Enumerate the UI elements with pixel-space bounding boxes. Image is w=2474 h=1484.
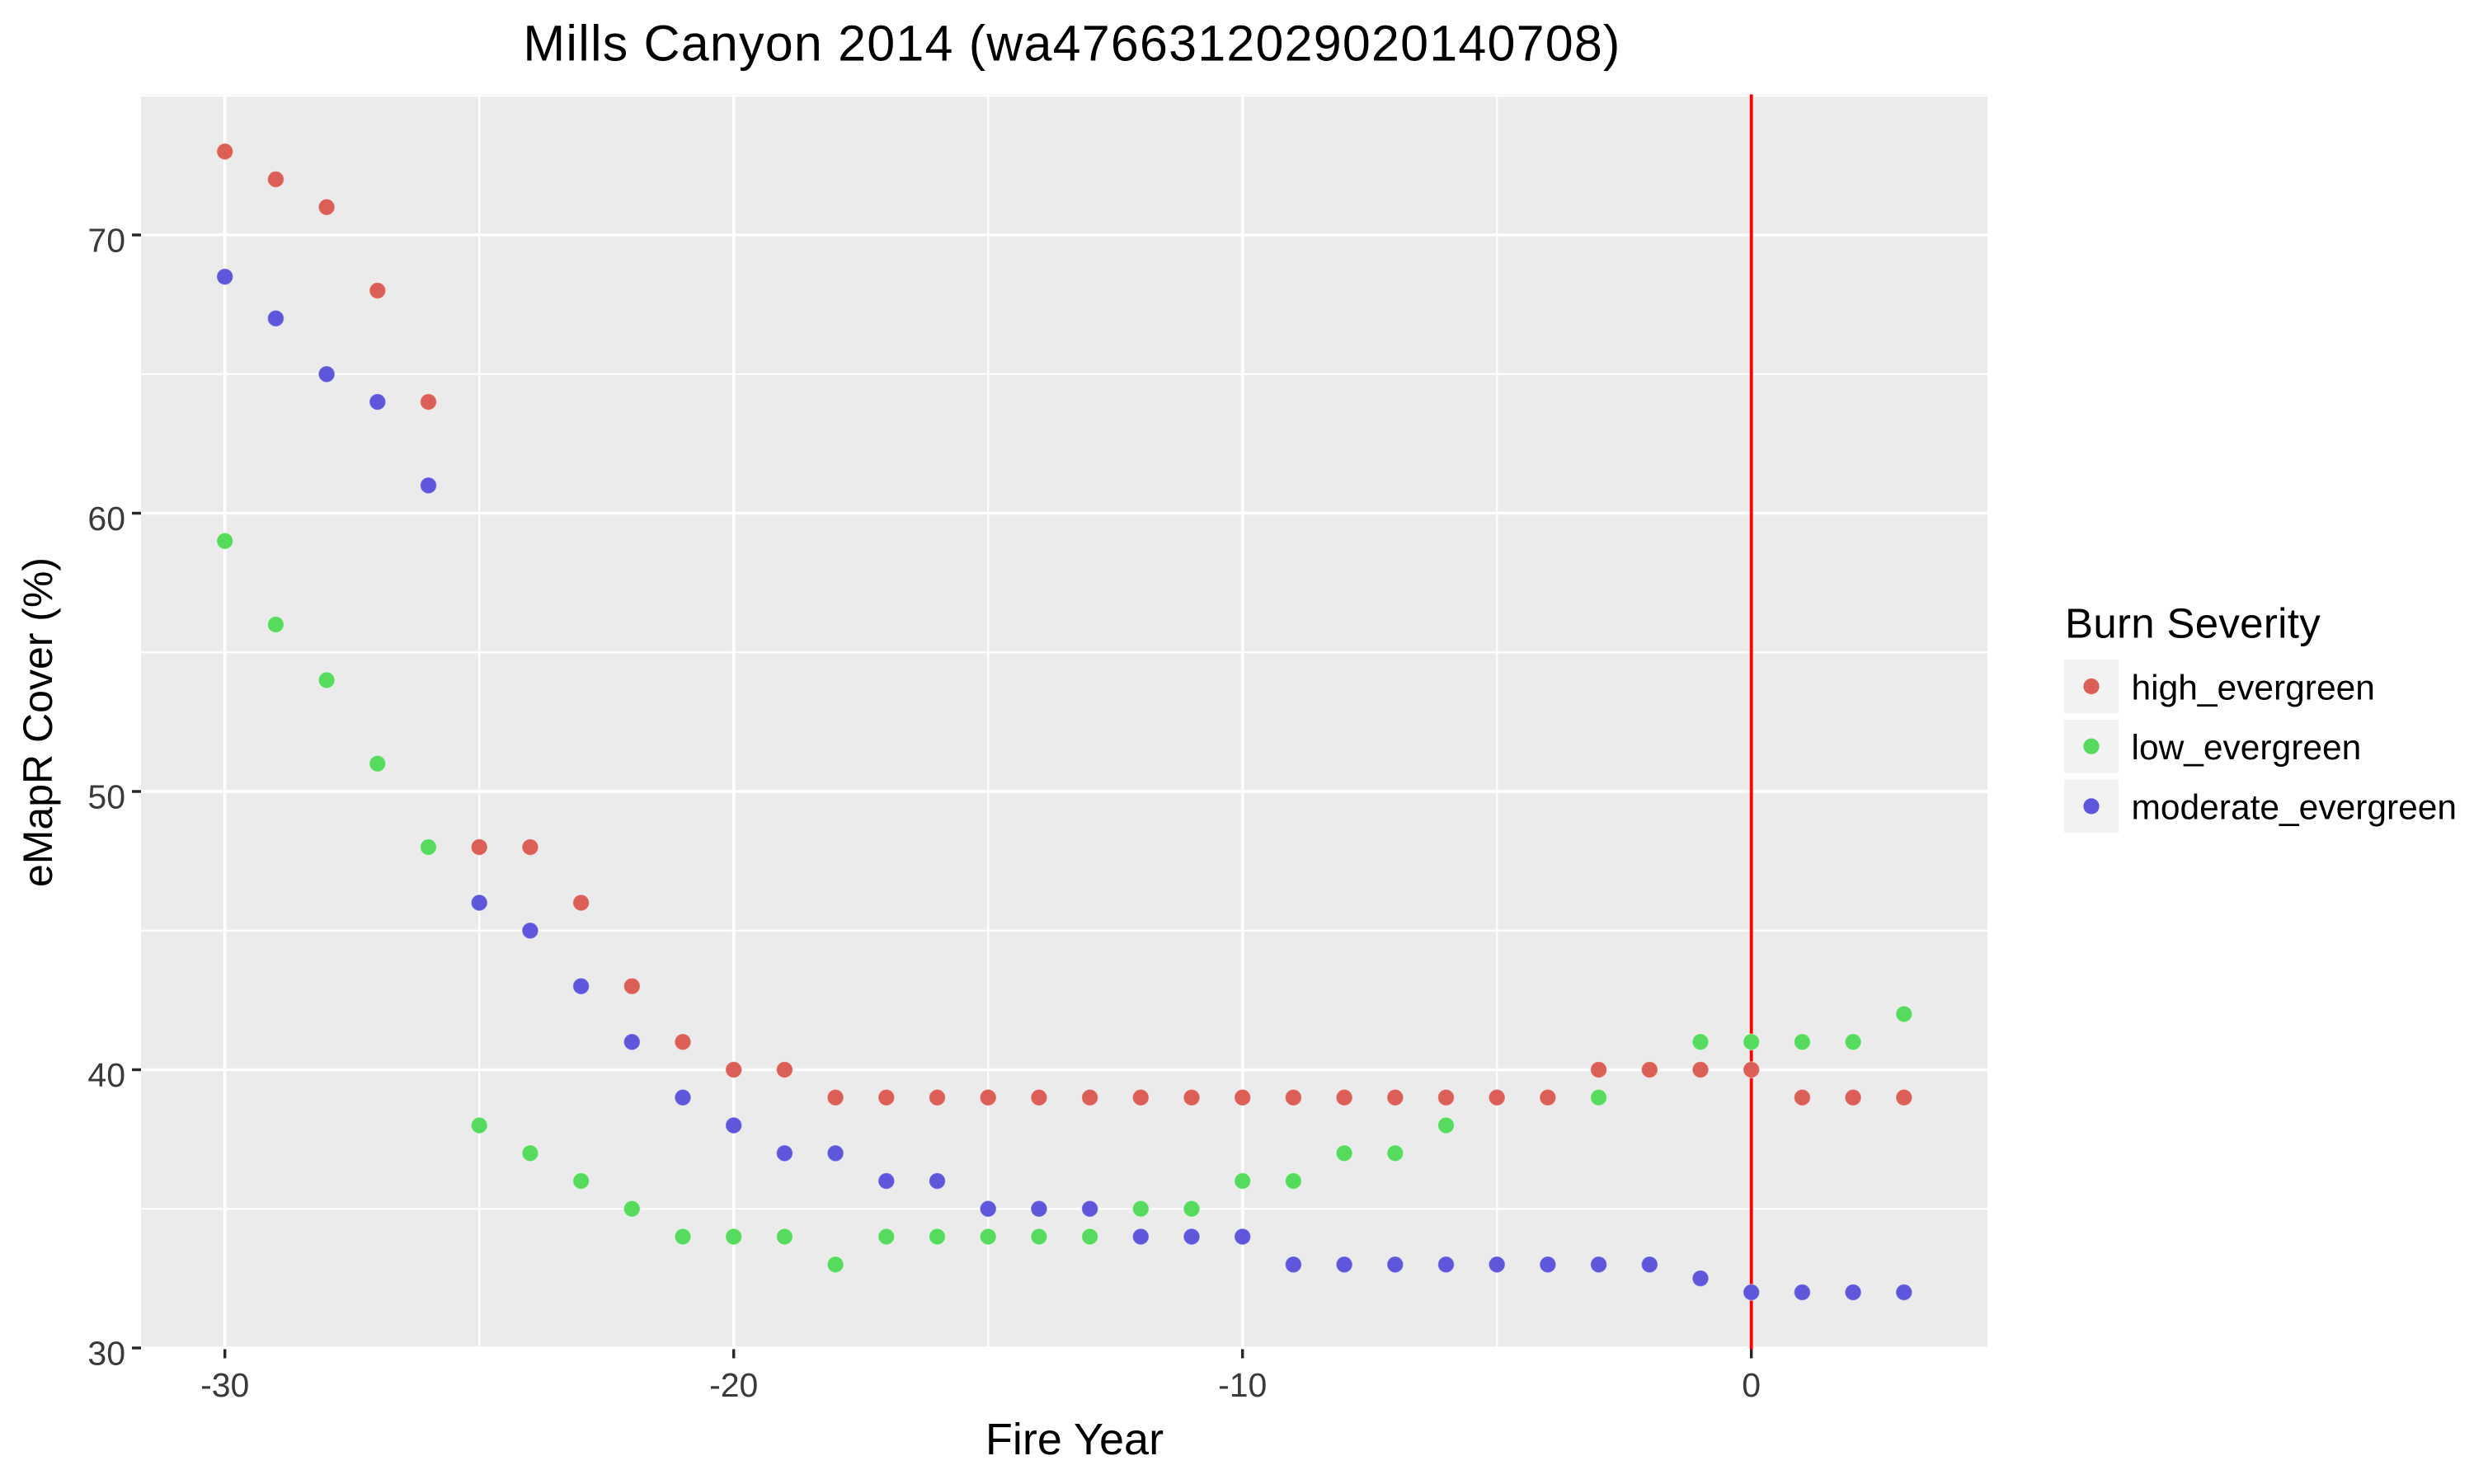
svg-text:Fire Year: Fire Year xyxy=(985,1415,1164,1464)
svg-text:-20: -20 xyxy=(709,1366,758,1404)
svg-text:70: 70 xyxy=(87,222,125,260)
svg-text:moderate_evergreen: moderate_evergreen xyxy=(2132,789,2458,828)
svg-text:high_evergreen: high_evergreen xyxy=(2132,669,2375,707)
svg-text:Burn Severity: Burn Severity xyxy=(2065,600,2321,647)
svg-text:-10: -10 xyxy=(1218,1366,1267,1404)
svg-text:30: 30 xyxy=(87,1335,125,1373)
svg-text:60: 60 xyxy=(87,500,125,538)
svg-text:40: 40 xyxy=(87,1056,125,1094)
svg-text:Mills Canyon 2014 (wa476631202: Mills Canyon 2014 (wa4766312029020140708… xyxy=(523,16,1620,72)
svg-text:low_evergreen: low_evergreen xyxy=(2132,729,2362,768)
svg-text:-30: -30 xyxy=(200,1366,249,1404)
svg-text:eMapR Cover (%): eMapR Cover (%) xyxy=(15,557,61,887)
svg-text:50: 50 xyxy=(87,778,125,816)
svg-text:0: 0 xyxy=(1742,1366,1761,1404)
